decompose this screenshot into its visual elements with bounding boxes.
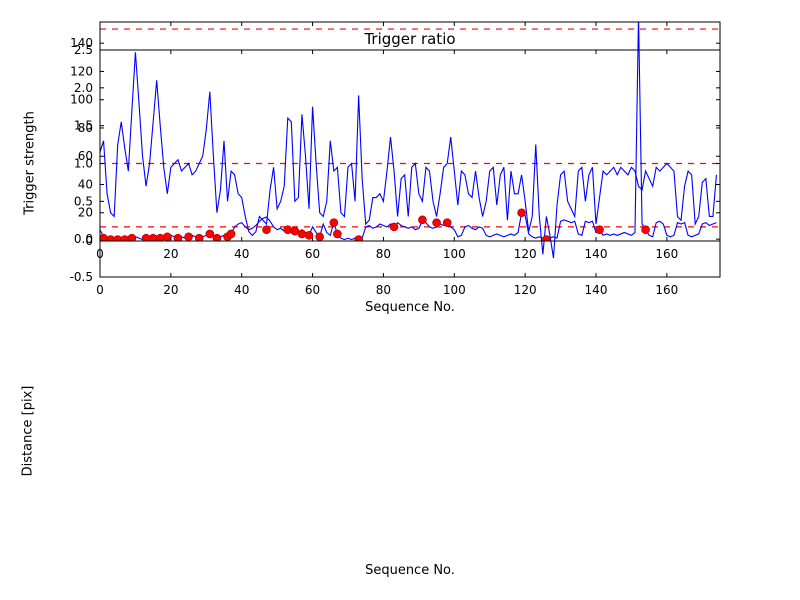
svg-text:0: 0 bbox=[85, 234, 93, 248]
trigger-ratio-chart: 0 20 40 60 80 100 120 140 160 -0.5 0.0 0.5 1.0 1.5 2.0… bbox=[70, 43, 721, 297]
svg-text:0.0: 0.0 bbox=[74, 232, 93, 246]
svg-text:60: 60 bbox=[305, 283, 320, 297]
svg-text:40: 40 bbox=[234, 247, 249, 261]
svg-text:100: 100 bbox=[70, 93, 93, 107]
svg-text:1.0: 1.0 bbox=[74, 157, 93, 171]
svg-text:160: 160 bbox=[655, 247, 678, 261]
svg-text:100: 100 bbox=[443, 247, 466, 261]
x-axis-label-top: Sequence No. bbox=[365, 300, 455, 315]
svg-text:0: 0 bbox=[96, 247, 104, 261]
chart-title: Trigger ratio bbox=[364, 30, 456, 48]
svg-text:160: 160 bbox=[655, 283, 678, 297]
svg-text:140: 140 bbox=[70, 36, 93, 50]
svg-text:60: 60 bbox=[78, 149, 93, 163]
svg-text:80: 80 bbox=[78, 121, 93, 135]
svg-text:2.5: 2.5 bbox=[74, 43, 93, 57]
y-axis-label-bottom: Distance [pix] bbox=[20, 385, 36, 477]
svg-text:120: 120 bbox=[514, 283, 537, 297]
svg-text:0: 0 bbox=[96, 283, 104, 297]
x-axis-label-bottom: Sequence No. bbox=[365, 563, 455, 578]
svg-text:140: 140 bbox=[585, 247, 608, 261]
distance-chart: 0 20 40 60 80 100 120 140 160 0 20 40 60 80 100 120 140 bbox=[70, 21, 721, 261]
svg-text:60: 60 bbox=[305, 247, 320, 261]
svg-text:80: 80 bbox=[376, 283, 391, 297]
y-axis-label-top: Trigger strength bbox=[22, 111, 38, 215]
svg-text:40: 40 bbox=[78, 177, 93, 191]
svg-text:20: 20 bbox=[163, 247, 178, 261]
svg-text:120: 120 bbox=[514, 247, 537, 261]
svg-text:1.5: 1.5 bbox=[74, 119, 93, 133]
svg-text:120: 120 bbox=[70, 64, 93, 78]
svg-text:20: 20 bbox=[163, 283, 178, 297]
svg-text:0.5: 0.5 bbox=[74, 194, 93, 208]
svg-text:100: 100 bbox=[443, 283, 466, 297]
svg-text:40: 40 bbox=[234, 283, 249, 297]
svg-text:-0.5: -0.5 bbox=[70, 270, 93, 284]
svg-text:140: 140 bbox=[585, 283, 608, 297]
svg-text:80: 80 bbox=[376, 247, 391, 261]
svg-text:20: 20 bbox=[78, 206, 93, 220]
svg-text:2.0: 2.0 bbox=[74, 81, 93, 95]
